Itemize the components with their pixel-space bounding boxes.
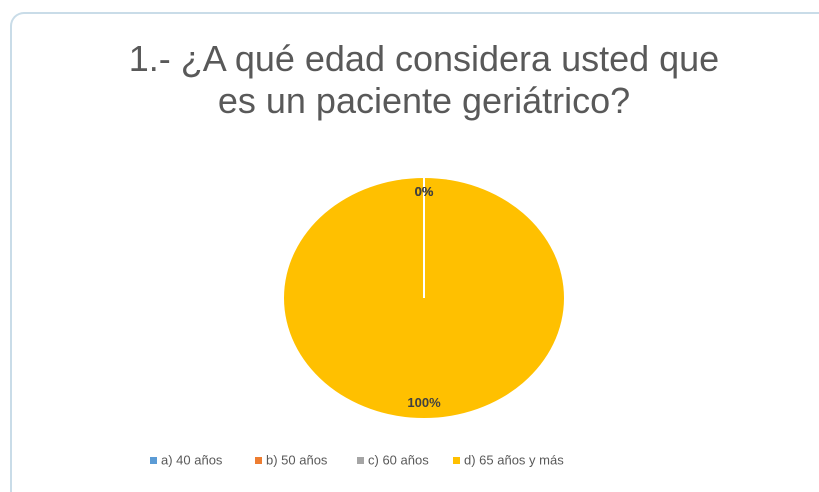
legend-label: b) 50 años [266, 452, 328, 467]
legend-label: a) 40 años [161, 452, 223, 467]
chart-title: 1.- ¿A qué edad considera usted que es u… [128, 38, 720, 121]
page: 1.- ¿A qué edad considera usted que es u… [10, 12, 819, 492]
legend-swatch [357, 457, 364, 464]
legend-label: c) 60 años [368, 452, 429, 467]
chart-frame [10, 12, 819, 492]
data-label: 100% [407, 395, 441, 410]
legend-swatch [255, 457, 262, 464]
legend-label: d) 65 años y más [464, 452, 564, 467]
data-label: 0% [415, 184, 434, 199]
chart: 0%0%0%100%a) 40 años b) 50 años c) 60 años… [150, 178, 564, 467]
legend-swatch [453, 457, 460, 464]
data-label: 0% [415, 184, 434, 199]
data-label: 0% [415, 184, 434, 199]
legend-swatch [150, 457, 157, 464]
